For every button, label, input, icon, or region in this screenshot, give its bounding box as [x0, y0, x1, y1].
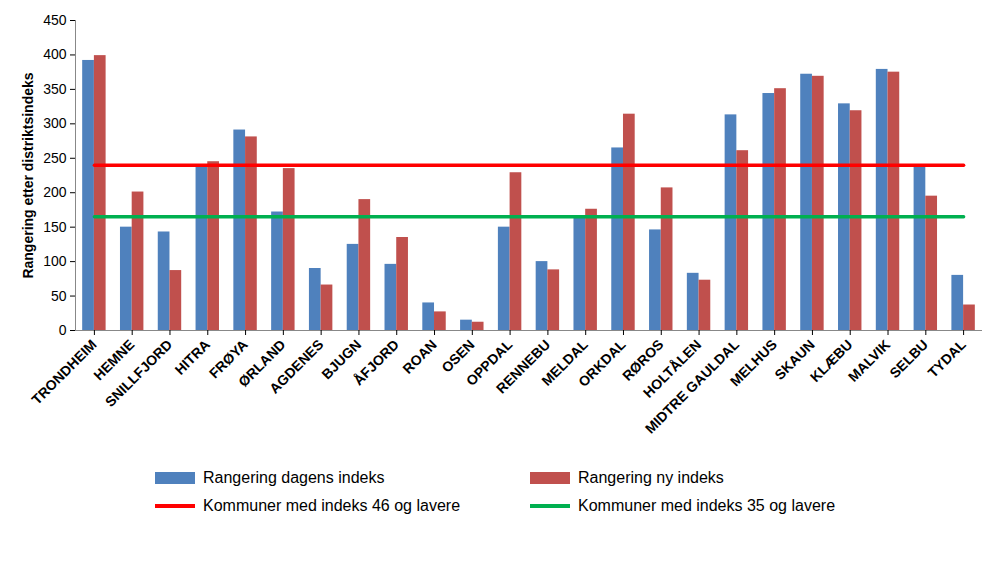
svg-text:MELHUS: MELHUS — [727, 336, 780, 389]
svg-text:400: 400 — [43, 46, 67, 62]
html-text:Kommuner med indeks 35 og lave: Kommuner med indeks 35 og lavere — [578, 497, 835, 514]
svg-text:ÅFJORD: ÅFJORD — [350, 336, 402, 388]
svg-text:300: 300 — [43, 115, 67, 131]
svg-text:150: 150 — [43, 219, 67, 235]
svg-text:HEMNE: HEMNE — [90, 336, 138, 384]
svg-text:MALVIK: MALVIK — [845, 336, 894, 385]
html-text:Rangering dagens indeks: Rangering dagens indeks — [203, 469, 385, 486]
html-text:Kommuner med indeks 46 og lave: Kommuner med indeks 46 og lavere — [203, 497, 460, 514]
svg-text:250: 250 — [43, 150, 67, 166]
svg-text:OSEN: OSEN — [438, 336, 478, 376]
html-text:Rangering ny indeks: Rangering ny indeks — [578, 469, 724, 486]
svg-text:RENNEBU: RENNEBU — [493, 336, 553, 396]
svg-text:HITRA: HITRA — [171, 336, 214, 378]
svg-text:KLÆBU: KLÆBU — [806, 336, 856, 385]
svg-text:BJUGN: BJUGN — [318, 336, 365, 383]
svg-text:ØRLAND: ØRLAND — [235, 336, 289, 390]
svg-text:50: 50 — [51, 288, 67, 304]
svg-text:AGDENES: AGDENES — [266, 336, 326, 396]
svg-text:TRONDHEIM: TRONDHEIM — [28, 336, 99, 407]
svg-text:SELBU: SELBU — [886, 336, 931, 381]
svg-text:0: 0 — [59, 322, 67, 338]
svg-text:HOLTÅLEN: HOLTÅLEN — [639, 336, 705, 401]
svg-text:SKAUN: SKAUN — [771, 336, 818, 383]
svg-text:350: 350 — [43, 81, 67, 97]
svg-text:OPPDAL: OPPDAL — [462, 336, 516, 389]
svg-text:RØROS: RØROS — [618, 336, 667, 384]
svg-text:ROAN: ROAN — [399, 336, 439, 376]
svg-text:MIDTRE GAULDAL: MIDTRE GAULDAL — [642, 336, 743, 437]
svg-text:200: 200 — [43, 184, 67, 200]
svg-text:FRØYA: FRØYA — [205, 336, 251, 382]
svg-text:100: 100 — [43, 253, 67, 269]
svg-text:TYDAL: TYDAL — [925, 336, 970, 381]
svg-text:450: 450 — [43, 12, 67, 28]
svg-text:SNILLFJORD: SNILLFJORD — [102, 336, 175, 409]
svg-text:Rangering etter distriktsindek: Rangering etter distriktsindeks — [20, 72, 36, 278]
svg-text:MELDAL: MELDAL — [538, 336, 591, 389]
svg-text:ORKDAL: ORKDAL — [575, 336, 629, 390]
